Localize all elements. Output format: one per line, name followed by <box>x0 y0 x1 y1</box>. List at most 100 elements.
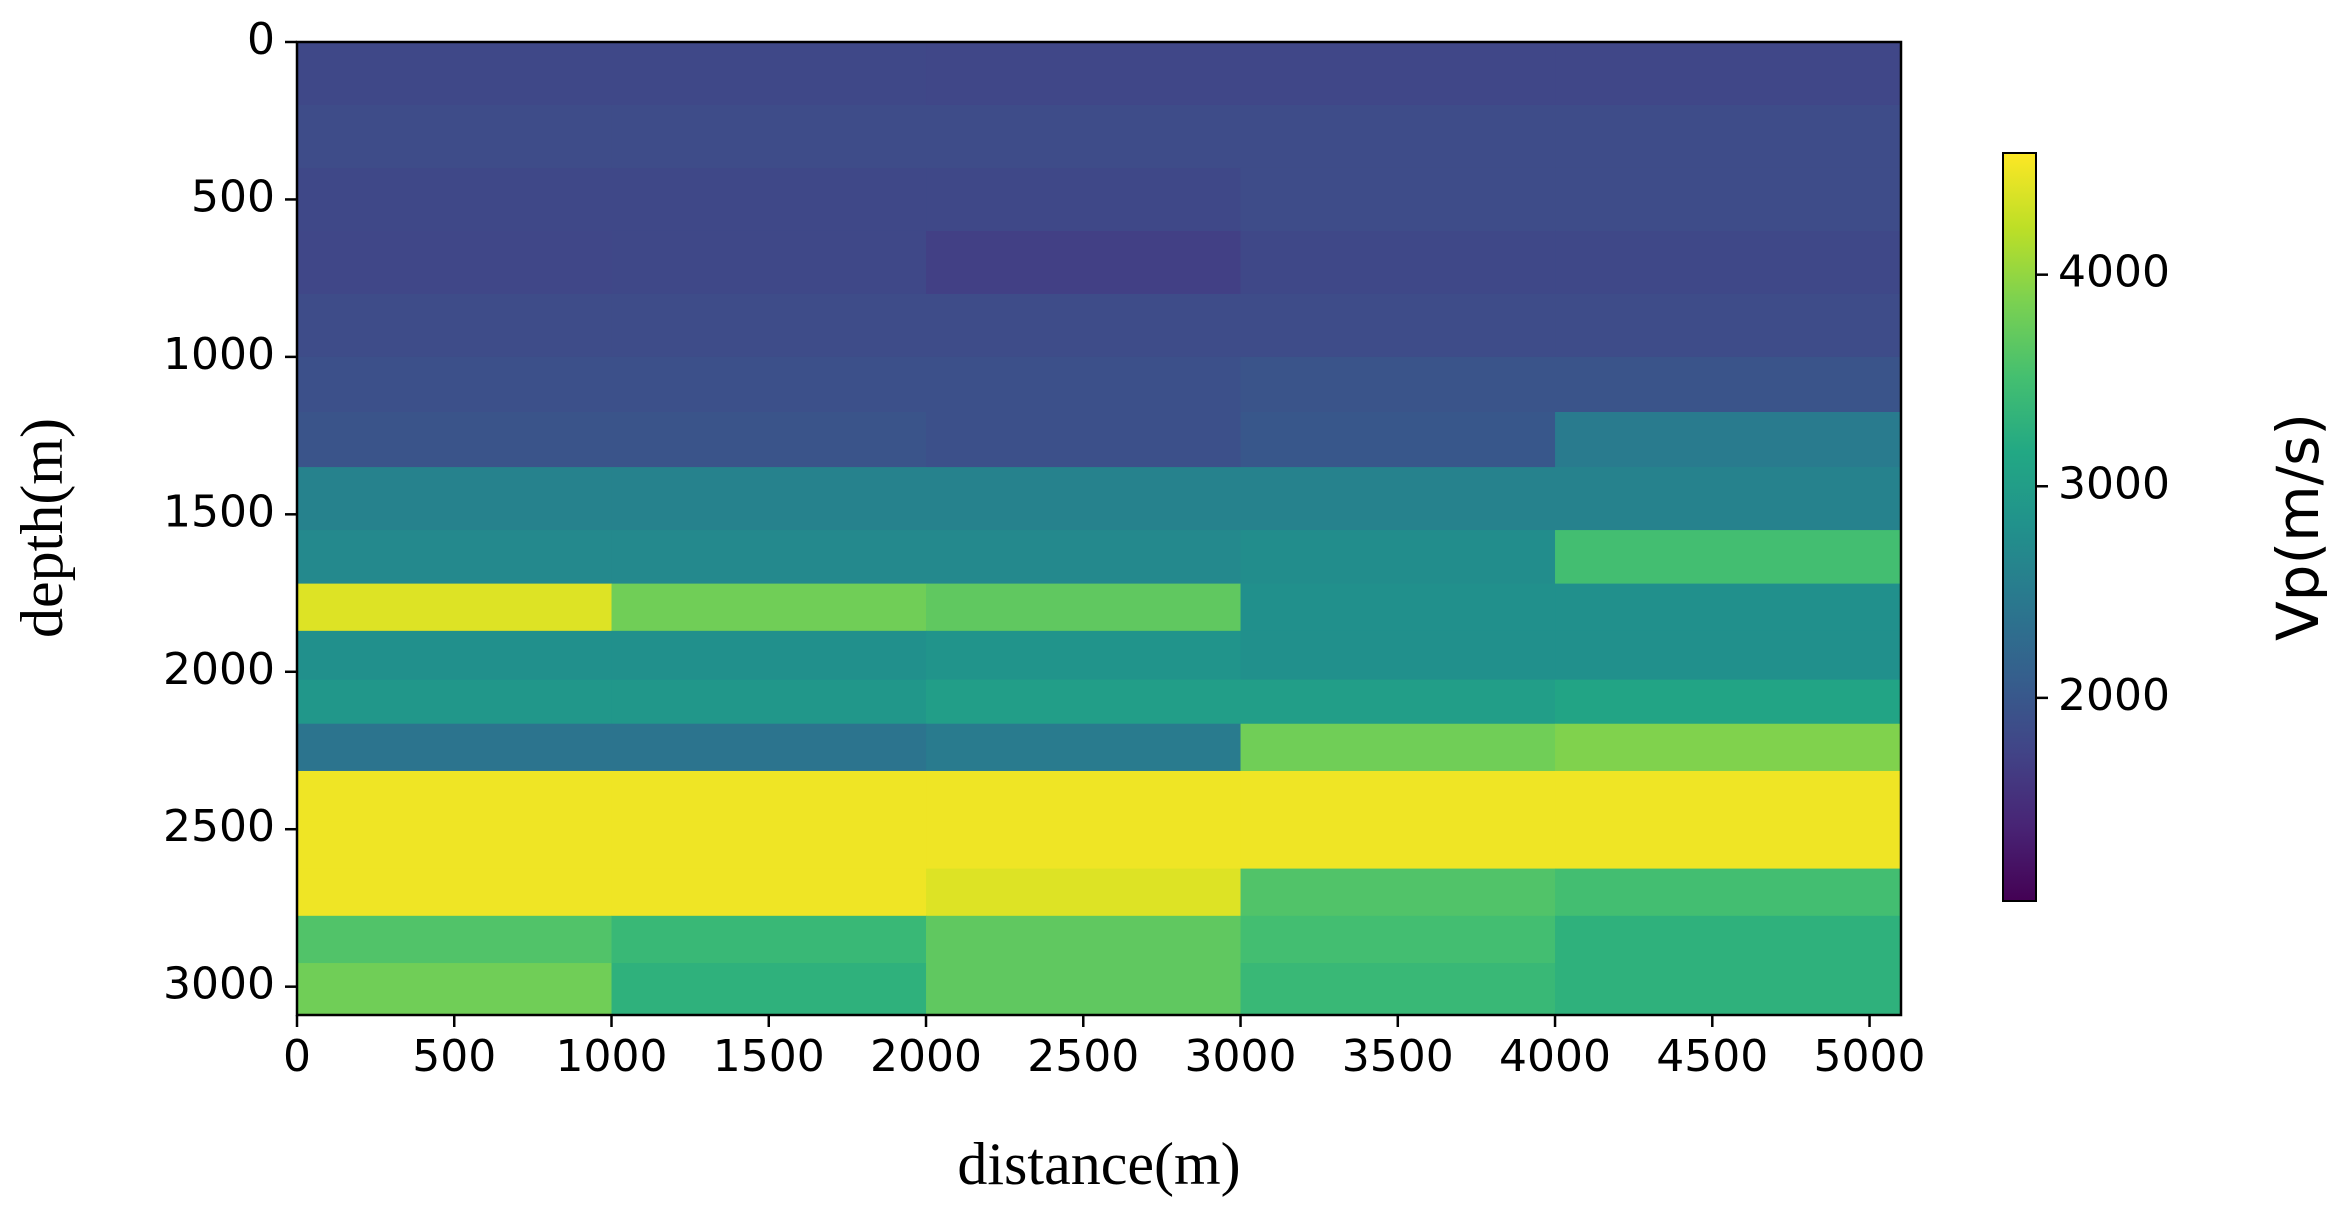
heatmap-cell <box>1555 293 1901 358</box>
heatmap-cell <box>297 42 613 106</box>
heatmap-cell <box>1555 42 1901 106</box>
heatmap-cell <box>1555 770 1901 822</box>
heatmap-cell <box>1555 963 1901 1015</box>
heatmap-cell <box>297 467 613 531</box>
heatmap-cell <box>1555 530 1901 585</box>
heatmap-cell <box>1240 467 1556 531</box>
heatmap-cell <box>297 411 613 468</box>
heatmap-cell <box>611 723 927 772</box>
heatmap-cell <box>926 963 1242 1015</box>
heatmap-cell <box>297 167 613 232</box>
heatmap-cell <box>1240 293 1556 358</box>
heatmap-cell <box>297 723 613 772</box>
heatmap-cell <box>611 679 927 725</box>
heatmap-cell <box>297 583 613 632</box>
heatmap-cell <box>611 868 927 917</box>
colorbar-tick-label: 2000 <box>2058 670 2170 721</box>
heatmap-cell <box>1240 963 1556 1015</box>
heatmap-cell <box>1240 868 1556 917</box>
heatmap-cell <box>297 679 613 725</box>
heatmap-cell <box>611 104 927 169</box>
heatmap-cell <box>1555 868 1901 917</box>
heatmap-cell <box>297 356 613 413</box>
heatmap-cell <box>1240 583 1556 632</box>
heatmap-cell <box>297 868 613 917</box>
heatmap-cell <box>1555 411 1901 468</box>
x-tick-label: 0 <box>283 1031 311 1082</box>
heatmap-cell <box>297 104 613 169</box>
y-tick-label: 2000 <box>163 644 275 695</box>
y-tick-label: 0 <box>247 14 275 65</box>
heatmap-cell <box>926 821 1242 870</box>
heatmap-cell <box>611 356 927 413</box>
heatmap-cell <box>297 293 613 358</box>
heatmap-cell <box>926 411 1242 468</box>
heatmap-cell <box>1555 821 1901 870</box>
heatmap-cell <box>1555 583 1901 632</box>
heatmap-cell <box>297 963 613 1015</box>
heatmap-cell <box>611 630 927 681</box>
heatmap-cell <box>926 630 1242 681</box>
x-axis-label: distance(m) <box>957 1131 1240 1197</box>
heatmap-cell <box>1240 167 1556 232</box>
x-tick-label: 4000 <box>1499 1031 1611 1082</box>
heatmap-cell <box>611 583 927 632</box>
heatmap-cell <box>297 630 613 681</box>
heatmap-cell <box>926 293 1242 358</box>
heatmap-cell <box>1555 915 1901 964</box>
heatmap-cell <box>1555 356 1901 413</box>
heatmap-cell <box>1240 356 1556 413</box>
x-tick-label: 3000 <box>1185 1031 1297 1082</box>
heatmap-cell <box>611 770 927 822</box>
heatmap-cell <box>1240 630 1556 681</box>
heatmap-cell <box>297 915 613 964</box>
x-tick-label: 1000 <box>556 1031 668 1082</box>
y-tick-label: 3000 <box>163 959 275 1010</box>
heatmap-cell <box>1240 230 1556 295</box>
heatmap-cell <box>611 411 927 468</box>
heatmap-cell <box>611 293 927 358</box>
heatmap-cell <box>1555 104 1901 169</box>
x-tick-label: 2000 <box>870 1031 982 1082</box>
colorbar-tick-label: 4000 <box>2058 247 2170 298</box>
heatmap-cell <box>1240 42 1556 106</box>
heatmap-cell <box>1555 723 1901 772</box>
heatmap <box>297 42 1901 1015</box>
heatmap-cell <box>297 821 613 870</box>
heatmap-cell <box>611 230 927 295</box>
x-tick-label: 2500 <box>1027 1031 1139 1082</box>
heatmap-cell <box>611 42 927 106</box>
heatmap-cell <box>926 679 1242 725</box>
heatmap-cell <box>1240 915 1556 964</box>
heatmap-cell <box>926 230 1242 295</box>
heatmap-cell <box>611 963 927 1015</box>
heatmap-cell <box>611 915 927 964</box>
heatmap-cell <box>926 42 1242 106</box>
heatmap-cell <box>1240 679 1556 725</box>
x-tick-label: 500 <box>412 1031 496 1082</box>
heatmap-cell <box>926 530 1242 585</box>
heatmap-cell <box>297 530 613 585</box>
heatmap-cell <box>926 467 1242 531</box>
heatmap-cell <box>611 167 927 232</box>
y-tick-label: 500 <box>191 171 275 222</box>
y-tick-label: 1500 <box>163 486 275 537</box>
heatmap-cell <box>926 770 1242 822</box>
heatmap-cell <box>926 356 1242 413</box>
colorbar-label: Vp(m/s) <box>2264 413 2327 641</box>
plot-frame <box>295 40 1903 1017</box>
heatmap-cell <box>297 770 613 822</box>
heatmap-cell <box>926 167 1242 232</box>
heatmap-cell <box>297 230 613 295</box>
heatmap-cell <box>926 104 1242 169</box>
colorbar <box>2002 152 2037 902</box>
heatmap-cell <box>1240 104 1556 169</box>
heatmap-cell <box>1555 630 1901 681</box>
y-axis-label: depth(m) <box>9 418 75 638</box>
heatmap-cell <box>926 868 1242 917</box>
x-tick-label: 3500 <box>1342 1031 1454 1082</box>
colorbar-tick-label: 3000 <box>2058 458 2170 509</box>
heatmap-cell <box>611 821 927 870</box>
heatmap-cell <box>1240 723 1556 772</box>
